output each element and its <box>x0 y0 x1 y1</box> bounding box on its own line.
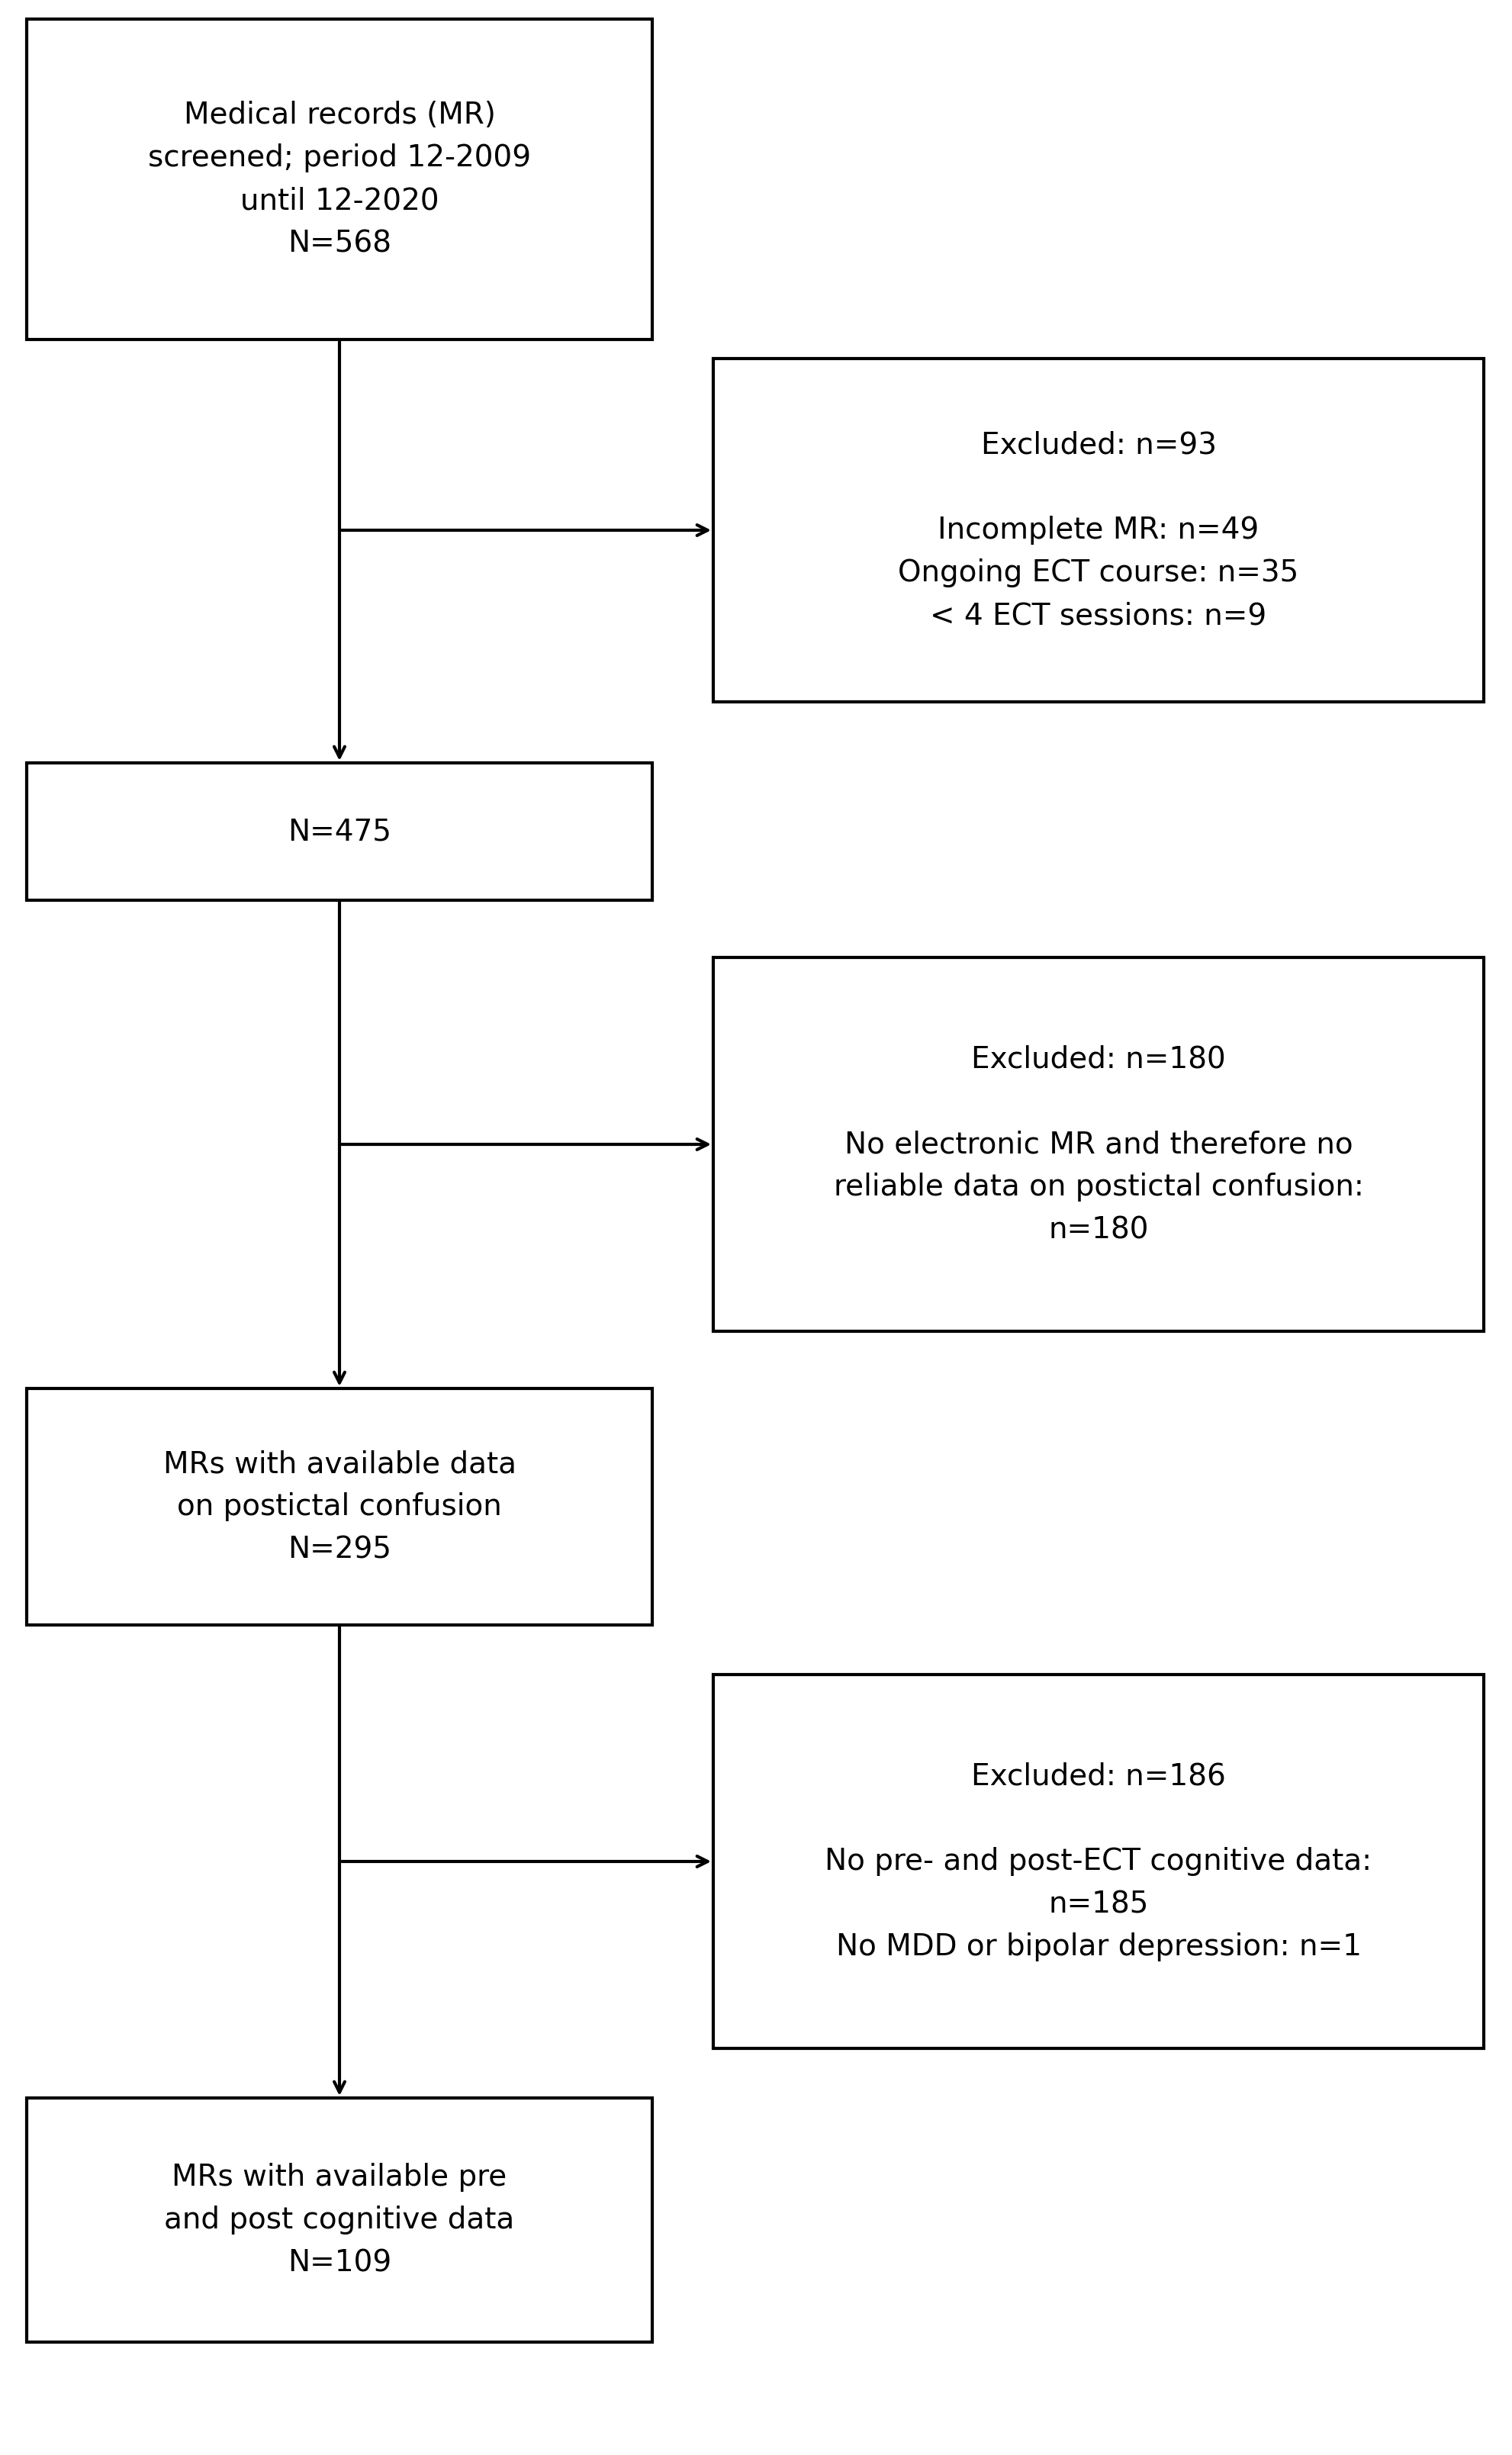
Bar <box>714 1674 1483 2047</box>
Text: Excluded: n=186

No pre- and post-ECT cognitive data:
n=185
No MDD or bipolar de: Excluded: n=186 No pre- and post-ECT cog… <box>824 1763 1371 1962</box>
Text: N=475: N=475 <box>287 818 392 847</box>
Bar <box>27 1390 652 1625</box>
Bar <box>27 764 652 901</box>
Bar <box>27 20 652 339</box>
Bar <box>714 957 1483 1331</box>
Text: MRs with available pre
and post cognitive data
N=109: MRs with available pre and post cognitiv… <box>165 2163 514 2278</box>
Bar <box>714 358 1483 702</box>
Text: MRs with available data
on postictal confusion
N=295: MRs with available data on postictal con… <box>163 1448 516 1564</box>
Text: Excluded: n=180

No electronic MR and therefore no
reliable data on postictal co: Excluded: n=180 No electronic MR and the… <box>833 1043 1362 1245</box>
Text: Excluded: n=93

Incomplete MR: n=49
Ongoing ECT course: n=35
< 4 ECT sessions: n: Excluded: n=93 Incomplete MR: n=49 Ongoi… <box>898 430 1299 631</box>
Text: Medical records (MR)
screened; period 12-2009
until 12-2020
N=568: Medical records (MR) screened; period 12… <box>148 101 531 258</box>
Bar <box>27 2099 652 2342</box>
